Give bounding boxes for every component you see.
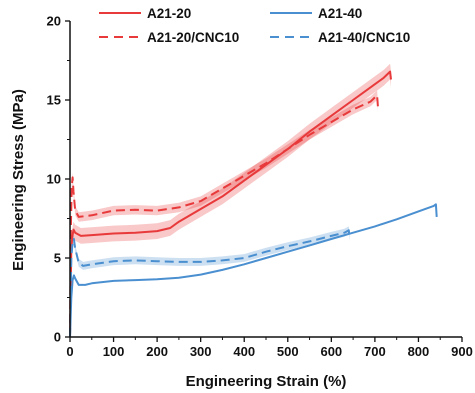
y-tick-label: 5: [54, 251, 61, 266]
x-tick-label: 500: [277, 344, 299, 359]
x-tick-label: 900: [451, 344, 473, 359]
legend-label-a21-20-cnc10: A21-20/CNC10: [147, 30, 239, 45]
band-a21-20: [70, 63, 391, 337]
x-tick-label: 200: [146, 344, 168, 359]
x-axis-label: Engineering Strain (%): [186, 373, 347, 390]
series-line-a21-40-cnc10: [69, 229, 351, 338]
x-tick-label: 100: [103, 344, 125, 359]
x-tick-label: 700: [364, 344, 386, 359]
y-axis-label: Engineering Stress (MPa): [10, 89, 27, 271]
y-tick-label: 15: [47, 93, 61, 108]
x-tick-label: 800: [408, 344, 430, 359]
series-line-a21-20: [69, 70, 392, 338]
x-tick-label: 400: [233, 344, 255, 359]
legend: A21-20 A21-40 A21-20/CNC10 A21-40/CNC10: [99, 6, 410, 45]
legend-label-a21-40: A21-40: [318, 6, 362, 21]
series-line-a21-20-cnc10: [69, 94, 379, 338]
x-tick-label: 300: [190, 344, 212, 359]
band-a21-20-cnc10: [70, 90, 378, 337]
legend-label-a21-20: A21-20: [147, 6, 191, 21]
x-tick-label: 0: [66, 344, 73, 359]
y-ticks: 0 5 10 15 20: [47, 14, 70, 345]
y-tick-label: 10: [47, 172, 61, 187]
error-bands: [70, 63, 391, 337]
series-line-a21-40: [69, 203, 438, 338]
x-tick-label: 600: [320, 344, 342, 359]
y-tick-label: 0: [54, 330, 61, 345]
legend-label-a21-40-cnc10: A21-40/CNC10: [318, 30, 410, 45]
y-tick-label: 20: [47, 14, 61, 29]
x-ticks: 0 100 200 300 400 500 600 700 800 900: [66, 337, 473, 359]
series-lines: [69, 70, 438, 338]
axes: [69, 21, 462, 338]
